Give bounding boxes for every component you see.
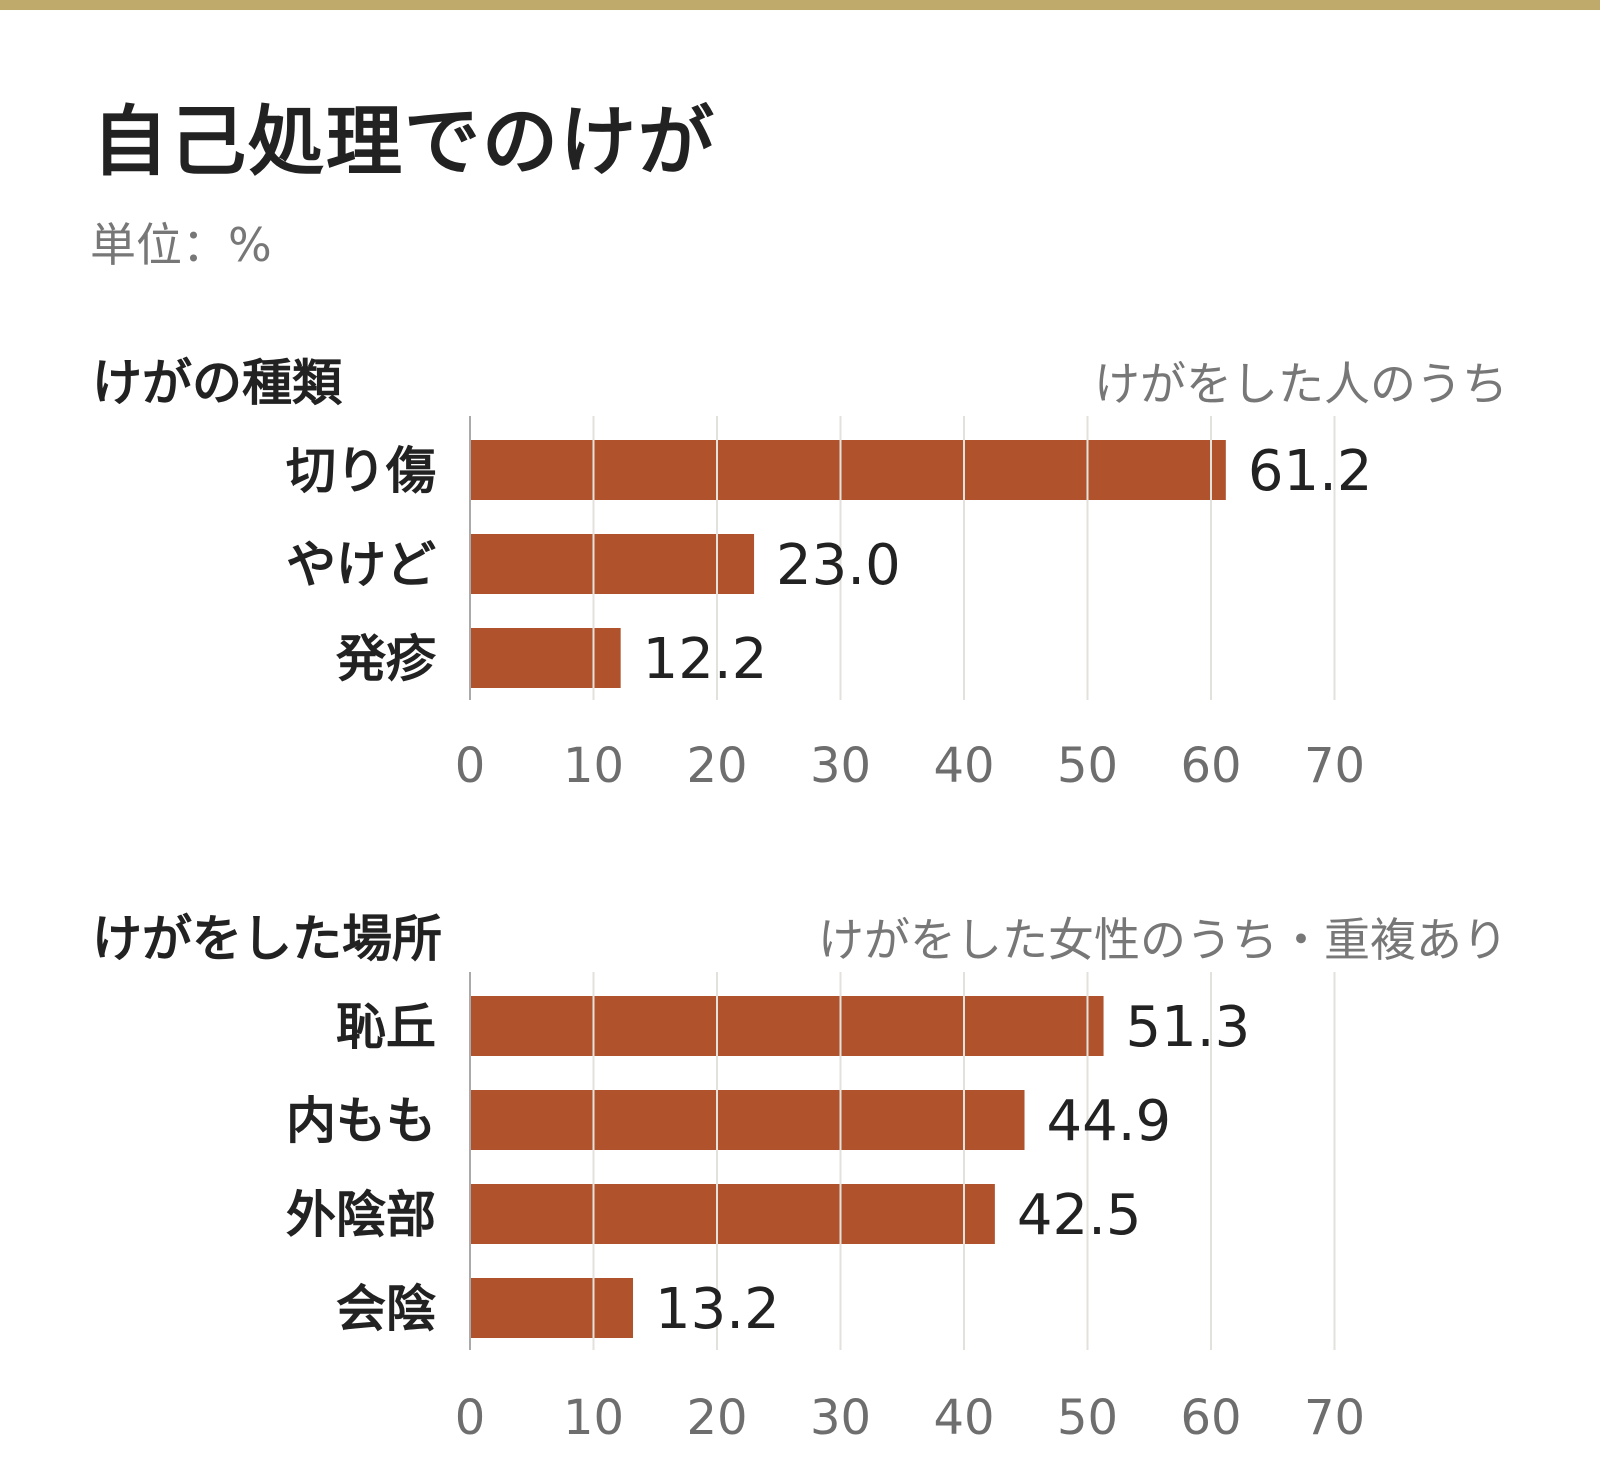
chart-1-value-label-2: 23.0 — [776, 533, 901, 598]
chart-2-bar-3 — [470, 1184, 995, 1244]
chart-1-title: けがの種類 — [92, 354, 343, 412]
chart-2-tick-label-40: 40 — [933, 1390, 994, 1446]
chart-2-tick-label-10: 10 — [563, 1390, 624, 1446]
chart-1-tick-label-10: 10 — [563, 738, 624, 794]
chart-1-tick-label-0: 0 — [455, 738, 486, 794]
chart-1-bar-2 — [470, 534, 755, 594]
unit-label: 単位：% — [90, 218, 272, 272]
chart-2-category-label-4: 会陰 — [336, 1280, 436, 1338]
chart-2-value-label-4: 13.2 — [655, 1277, 780, 1342]
chart-2-tick-label-60: 60 — [1180, 1390, 1241, 1446]
chart-2-bar-4 — [470, 1278, 634, 1338]
chart-2-value-label-2: 44.9 — [1047, 1089, 1172, 1154]
chart-2-tick-label-0: 0 — [455, 1390, 486, 1446]
chart-2-note: けがをした女性のうち・重複あり — [818, 913, 1508, 967]
chart-2-category-label-1: 恥丘 — [336, 998, 436, 1056]
chart-2-bar-2 — [470, 1090, 1025, 1150]
chart-1-value-label-3: 12.2 — [643, 627, 768, 692]
chart-1-value-label-1: 61.2 — [1248, 439, 1373, 504]
chart-2-tick-label-50: 50 — [1057, 1390, 1118, 1446]
chart-1-tick-label-50: 50 — [1057, 738, 1118, 794]
chart-1-bar-1 — [470, 440, 1226, 500]
chart-2-title: けがをした場所 — [92, 910, 442, 968]
chart-1-category-label-1: 切り傷 — [286, 442, 436, 500]
chart-1-tick-label-20: 20 — [686, 738, 747, 794]
chart-2-category-label-3: 外陰部 — [286, 1186, 436, 1244]
chart-1-tick-label-40: 40 — [933, 738, 994, 794]
chart-1-bar-3 — [470, 628, 621, 688]
chart-2-tick-label-20: 20 — [686, 1390, 747, 1446]
chart-1-tick-label-70: 70 — [1304, 738, 1365, 794]
chart-1-note: けがをした人のうち — [1094, 357, 1508, 411]
chart-2-tick-label-30: 30 — [810, 1390, 871, 1446]
chart-1-tick-label-30: 30 — [810, 738, 871, 794]
chart-1-category-label-2: やけど — [286, 536, 436, 594]
chart-2-value-label-3: 42.5 — [1017, 1183, 1142, 1248]
page-title: 自己処理でのけが — [92, 97, 716, 186]
chart-2-bar-1 — [470, 996, 1104, 1056]
chart-2-value-label-1: 51.3 — [1126, 995, 1251, 1060]
chart-2-tick-label-70: 70 — [1304, 1390, 1365, 1446]
chart-2-category-label-2: 内もも — [286, 1092, 436, 1150]
chart-1-tick-label-60: 60 — [1180, 738, 1241, 794]
chart-1-category-label-3: 発疹 — [336, 630, 437, 688]
top-accent-rule — [0, 0, 1600, 10]
